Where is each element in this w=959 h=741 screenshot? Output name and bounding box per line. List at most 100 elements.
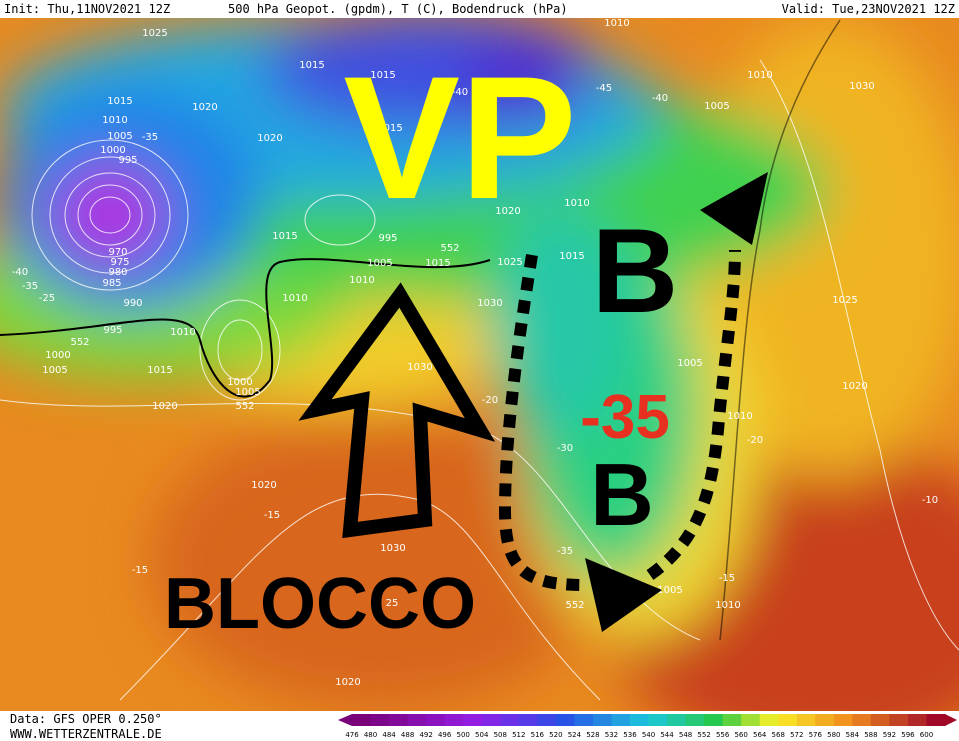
contour-label: 1015 bbox=[370, 70, 395, 81]
contour-label: 1025 bbox=[832, 295, 857, 306]
colorbar-label: 588 bbox=[864, 731, 877, 739]
colorbar-swatch bbox=[870, 714, 890, 726]
colorbar-swatch bbox=[852, 714, 872, 726]
blocco-label: BLOCCO bbox=[164, 564, 476, 644]
colorbar-label: 544 bbox=[660, 731, 674, 739]
contour-label: 1010 bbox=[349, 275, 374, 286]
colorbar-swatch bbox=[815, 714, 835, 726]
colorbar-swatch bbox=[370, 714, 390, 726]
colorbar-label: 516 bbox=[531, 731, 545, 739]
contour-label: 1020 bbox=[495, 206, 520, 217]
colorbar-swatch bbox=[500, 714, 520, 726]
contour-label: -15 bbox=[132, 565, 148, 576]
colorbar-swatch bbox=[833, 714, 853, 726]
colorbar-swatch bbox=[926, 714, 946, 726]
colorbar-label: 548 bbox=[679, 731, 692, 739]
block-arrow bbox=[298, 282, 496, 539]
contour-label: 1005 bbox=[677, 358, 702, 369]
contour-label: 980 bbox=[108, 267, 127, 278]
contour-label: 1020 bbox=[335, 677, 360, 688]
colorbar-label: 488 bbox=[401, 731, 414, 739]
contour-label: 1015 bbox=[272, 231, 297, 242]
contour-label: 1005 bbox=[235, 387, 260, 398]
colorbar-end bbox=[945, 714, 957, 726]
contour-label: -40 bbox=[452, 87, 468, 98]
colorbar-swatch bbox=[889, 714, 909, 726]
colorbar-label: 572 bbox=[790, 731, 803, 739]
contour-label: 995 bbox=[118, 155, 137, 166]
colorbar-label: 596 bbox=[901, 731, 915, 739]
colorbar-label: 520 bbox=[549, 731, 562, 739]
colorbar-swatch bbox=[685, 714, 705, 726]
contour-label: -40 bbox=[652, 93, 668, 104]
temp-label: -35 bbox=[580, 383, 670, 452]
colorbar-swatch bbox=[555, 714, 575, 726]
contour-label: -20 bbox=[482, 395, 498, 406]
colorbar-label: 480 bbox=[364, 731, 377, 739]
arrowhead-up bbox=[700, 172, 768, 245]
contour-label: 1015 bbox=[299, 60, 324, 71]
colorbar-label: 580 bbox=[827, 731, 840, 739]
colorbar-label: 600 bbox=[920, 731, 933, 739]
contour-label: -45 bbox=[596, 83, 612, 94]
contour-label: -35 bbox=[142, 132, 158, 143]
colorbar-swatch bbox=[648, 714, 668, 726]
contour-label: 1015 bbox=[377, 123, 402, 134]
contour-label: -30 bbox=[557, 443, 573, 454]
contour-label: 1005 bbox=[367, 258, 392, 269]
colorbar-swatch bbox=[741, 714, 761, 726]
contour-label: -15 bbox=[264, 510, 280, 521]
contour-label: 1010 bbox=[604, 18, 629, 29]
contour-labels: 1025101510101005100099510201020-35970975… bbox=[12, 18, 938, 688]
contour-label: 1010 bbox=[564, 198, 589, 209]
colorbar: 476 480 484 488 492 496 500 504 508 512 516 520 524 5… bbox=[338, 714, 957, 739]
colorbar-swatch bbox=[574, 714, 594, 726]
contour-label: 1030 bbox=[849, 81, 874, 92]
colorbar-swatch bbox=[389, 714, 409, 726]
colorbar-swatch bbox=[722, 714, 742, 726]
b-lower-label: B bbox=[590, 445, 654, 544]
contour-label: 1005 bbox=[704, 101, 729, 112]
contour-label: 552 bbox=[235, 401, 254, 412]
colorbar-label: 512 bbox=[512, 731, 525, 739]
contour-label: 1020 bbox=[192, 102, 217, 113]
contour-label: 985 bbox=[102, 278, 121, 289]
contour-label: 1010 bbox=[282, 293, 307, 304]
contour-label: 25 bbox=[386, 598, 399, 609]
colorbar-swatch bbox=[704, 714, 724, 726]
colorbar-label: 560 bbox=[734, 731, 747, 739]
contour-label: 990 bbox=[123, 298, 142, 309]
colorbar-swatch bbox=[907, 714, 927, 726]
colorbar-label: 476 bbox=[345, 731, 359, 739]
colorbar-swatch bbox=[796, 714, 816, 726]
contour-label: 1020 bbox=[251, 480, 276, 491]
contour-label: 1010 bbox=[715, 600, 740, 611]
contour-label: 1005 bbox=[42, 365, 67, 376]
dotted-outline bbox=[498, 249, 741, 591]
colorbar-label: 532 bbox=[605, 731, 618, 739]
map-field bbox=[0, 18, 959, 711]
colorbar-label: 492 bbox=[419, 731, 432, 739]
colorbar-label: 540 bbox=[642, 731, 655, 739]
contour-label: -35 bbox=[557, 546, 573, 557]
contour-label: 1015 bbox=[425, 258, 450, 269]
colorbar-swatch bbox=[537, 714, 557, 726]
contour-label: 1010 bbox=[102, 115, 127, 126]
colorbar-label: 496 bbox=[438, 731, 452, 739]
colorbar-swatch bbox=[778, 714, 798, 726]
colorbar-swatch bbox=[611, 714, 631, 726]
valid-time: Valid: Tue,23NOV2021 12Z bbox=[782, 2, 955, 16]
colorbar-label: 484 bbox=[382, 731, 396, 739]
contour-label: -15 bbox=[719, 573, 735, 584]
contour-label: -25 bbox=[39, 293, 55, 304]
colorbar-label: 568 bbox=[772, 731, 785, 739]
contour-label: 1015 bbox=[559, 251, 584, 262]
colorbar-swatch bbox=[407, 714, 427, 726]
colorbar-label: 584 bbox=[846, 731, 860, 739]
contour-label: 1030 bbox=[380, 543, 405, 554]
site: WWW.WETTERZENTRALE.DE bbox=[10, 727, 162, 741]
colorbar-end bbox=[338, 714, 352, 726]
contour-label: 1025 bbox=[142, 28, 167, 39]
contour-label: 552 bbox=[440, 243, 459, 254]
